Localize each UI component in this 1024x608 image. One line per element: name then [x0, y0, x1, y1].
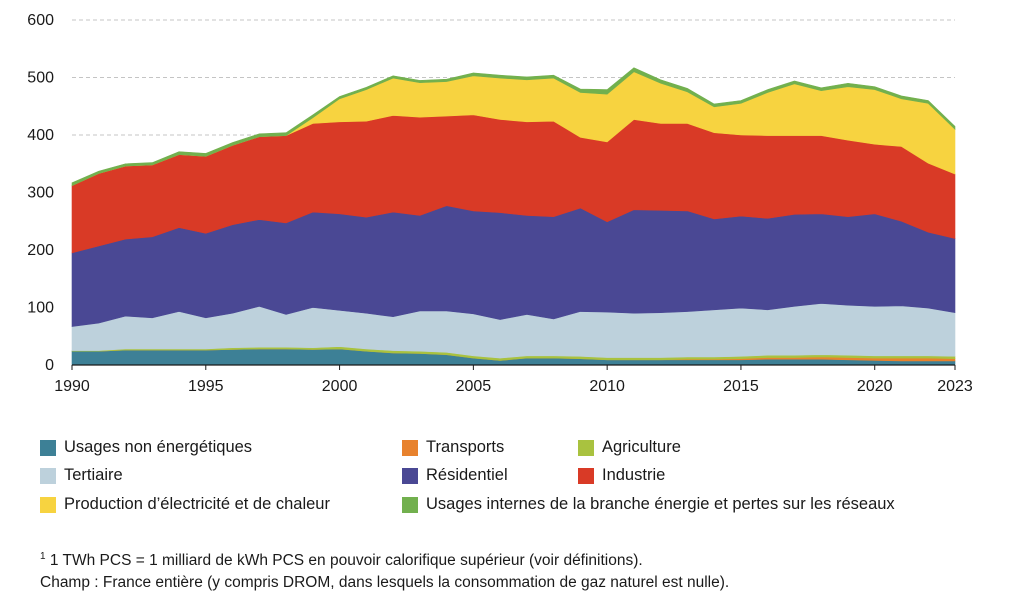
legend-item-production-electricite: Production d’électricité et de chaleur: [40, 495, 330, 514]
y-tick-label: 400: [27, 127, 54, 144]
footnote: 1 1 TWh PCS = 1 milliard de kWh PCS en p…: [40, 546, 729, 572]
x-tick-label: 2005: [456, 378, 492, 395]
y-tick-label: 200: [27, 242, 54, 259]
y-axis-ticks: 0 100 200 300 400 500 600: [27, 12, 54, 374]
legend-swatch: [402, 496, 418, 513]
legend-item-usages-non-energetiques: Usages non énergétiques: [40, 438, 252, 457]
x-tick-label: 1990: [54, 378, 90, 395]
y-tick-label: 0: [45, 357, 54, 374]
chart-notes: 1 1 TWh PCS = 1 milliard de kWh PCS en p…: [40, 546, 729, 594]
legend-item-usages-internes: Usages internes de la branche énergie et…: [402, 495, 895, 514]
x-tick-label: 2015: [723, 378, 759, 395]
x-tick-label: 2023: [937, 378, 973, 395]
legend-item-transports: Transports: [402, 438, 504, 457]
footnote-text: 1 TWh PCS = 1 milliard de kWh PCS en pou…: [45, 552, 643, 570]
legend-swatch: [40, 496, 56, 513]
x-tick-label: 2020: [857, 378, 893, 395]
scope-note: Champ : France entière (y compris DROM, …: [40, 574, 730, 592]
legend-label: Tertiaire: [64, 466, 123, 484]
y-tick-label: 100: [27, 300, 54, 317]
legend-swatch: [402, 439, 418, 456]
x-axis-ticks: 1990 1995 2000 2005 2010 2015 2020 2023: [54, 365, 973, 395]
legend-item-tertiaire: Tertiaire: [40, 466, 123, 485]
legend-swatch: [40, 467, 56, 484]
x-tick-label: 2000: [322, 378, 358, 395]
x-tick-label: 2010: [589, 378, 625, 395]
legend-swatch: [578, 467, 594, 484]
footnote-marker: 1: [40, 551, 46, 562]
legend-label: Usages non énergétiques: [64, 438, 253, 456]
y-tick-label: 500: [27, 70, 54, 87]
y-tick-label: 300: [27, 185, 54, 202]
legend-swatch: [40, 439, 56, 456]
legend-item-agriculture: Agriculture: [578, 438, 681, 457]
legend-item-industrie: Industrie: [578, 466, 665, 485]
legend-item-residentiel: Résidentiel: [402, 466, 508, 485]
legend-label: Agriculture: [602, 438, 681, 456]
legend-label: Résidentiel: [426, 466, 508, 484]
legend-label: Transports: [426, 438, 505, 456]
legend-label: Industrie: [602, 466, 666, 484]
area-usages-internes-de-la-branche-energie-et-pertes-sur-les-reseaux: [71, 67, 956, 187]
stacked-area-chart: 0 100 200 300 400 500 600 1990 1995 2000 2005 2010…: [27, 12, 973, 395]
x-tick-label: 1995: [188, 378, 224, 395]
legend-swatch: [578, 439, 594, 456]
legend-label: Production d’électricité et de chaleur: [64, 495, 330, 513]
y-tick-label: 600: [27, 12, 54, 29]
legend-swatch: [402, 467, 418, 484]
legend-label: Usages internes de la branche énergie et…: [426, 495, 895, 513]
area-series: [71, 67, 956, 366]
